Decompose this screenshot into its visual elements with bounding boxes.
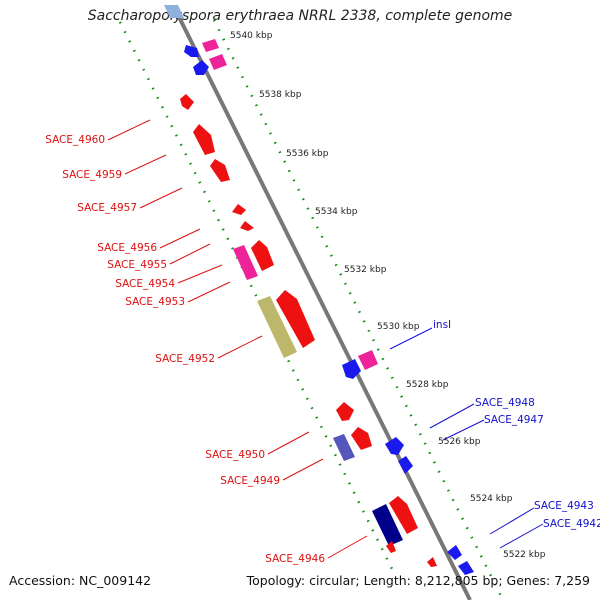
gene-feature[interactable] bbox=[164, 5, 184, 18]
accession-label: Accession: NC_009142 bbox=[9, 573, 152, 588]
gene-label[interactable]: SACE_4954 bbox=[115, 278, 175, 290]
gene-feature[interactable] bbox=[232, 204, 246, 215]
scale-label: 5528 kbp bbox=[406, 380, 449, 390]
gene-feature[interactable] bbox=[276, 290, 315, 348]
gene-feature[interactable] bbox=[202, 39, 219, 52]
gene-feature[interactable] bbox=[193, 124, 215, 155]
gene-feature[interactable] bbox=[251, 240, 274, 271]
gene-label[interactable]: SACE_4952 bbox=[155, 353, 215, 365]
left-gene-labels: SACE_4960 SACE_4959 SACE_4957 SACE_4956 … bbox=[45, 134, 325, 565]
gene-feature[interactable] bbox=[342, 359, 361, 379]
gene-label[interactable]: SACE_4949 bbox=[220, 475, 280, 487]
gene-feature[interactable] bbox=[458, 561, 474, 575]
gene-feature[interactable] bbox=[427, 557, 437, 567]
scale-label: 5530 kbp bbox=[377, 322, 420, 332]
reverse-strand-track bbox=[118, 21, 397, 576]
gene-feature[interactable] bbox=[210, 159, 230, 182]
gene-feature[interactable] bbox=[386, 541, 396, 553]
gene-feature[interactable] bbox=[180, 94, 194, 110]
gene-label[interactable]: SACE_4955 bbox=[107, 259, 167, 271]
left-leader-lines bbox=[107, 119, 368, 559]
scale-label: 5532 kbp bbox=[344, 265, 387, 275]
gene-feature[interactable] bbox=[389, 496, 418, 534]
gene-label[interactable]: SACE_4943 bbox=[534, 500, 594, 512]
gene-feature[interactable] bbox=[233, 245, 258, 280]
scale-label: 5522 kbp bbox=[503, 550, 546, 560]
topology-label: Topology: circular; Length: 8,212,805 bp… bbox=[246, 573, 590, 588]
gene-label[interactable]: SACE_4956 bbox=[97, 242, 157, 254]
gene-label[interactable]: SACE_4942 bbox=[543, 518, 600, 530]
map-title: Saccharopolyspora erythraea NRRL 2338, c… bbox=[87, 8, 513, 24]
gene-feature[interactable] bbox=[333, 434, 355, 461]
scale-label: 5536 kbp bbox=[286, 149, 329, 159]
gene-feature[interactable] bbox=[351, 427, 372, 450]
gene-feature[interactable] bbox=[257, 296, 297, 358]
gene-feature[interactable] bbox=[193, 60, 209, 75]
gene-label[interactable]: SACE_4959 bbox=[62, 169, 122, 181]
scale-labels: 5540 kbp 5538 kbp 5536 kbp 5534 kbp 5532… bbox=[230, 31, 546, 560]
gene-feature[interactable] bbox=[209, 54, 227, 70]
gene-label[interactable]: SACE_4947 bbox=[484, 414, 544, 426]
right-leader-lines bbox=[389, 327, 544, 549]
genome-backbone bbox=[176, 14, 472, 600]
scale-label: 5534 kbp bbox=[315, 207, 358, 217]
gene-label[interactable]: insI bbox=[433, 319, 451, 331]
scale-label: 5526 kbp bbox=[438, 437, 481, 447]
gene-feature[interactable] bbox=[398, 456, 413, 474]
gene-feature[interactable] bbox=[372, 504, 403, 546]
scale-label: 5524 kbp bbox=[470, 494, 513, 504]
gene-feature[interactable] bbox=[240, 221, 254, 231]
gene-label[interactable]: SACE_4953 bbox=[125, 296, 185, 308]
gene-feature[interactable] bbox=[336, 402, 354, 421]
gene-label[interactable]: SACE_4957 bbox=[77, 202, 137, 214]
gene-feature[interactable] bbox=[184, 45, 199, 57]
gene-label[interactable]: SACE_4948 bbox=[475, 397, 535, 409]
gene-feature[interactable] bbox=[385, 437, 404, 455]
gene-features bbox=[164, 5, 474, 575]
forward-strand-track bbox=[212, 19, 505, 600]
gene-feature[interactable] bbox=[358, 350, 378, 370]
scale-label: 5540 kbp bbox=[230, 31, 273, 41]
gene-label[interactable]: SACE_4946 bbox=[265, 553, 325, 565]
gene-label[interactable]: SACE_4960 bbox=[45, 134, 105, 146]
gene-label[interactable]: SACE_4950 bbox=[205, 449, 265, 461]
gene-feature[interactable] bbox=[447, 545, 462, 560]
right-gene-labels: insI SACE_4948 SACE_4947 SACE_4943 SACE_… bbox=[433, 319, 600, 530]
scale-label: 5538 kbp bbox=[259, 90, 302, 100]
